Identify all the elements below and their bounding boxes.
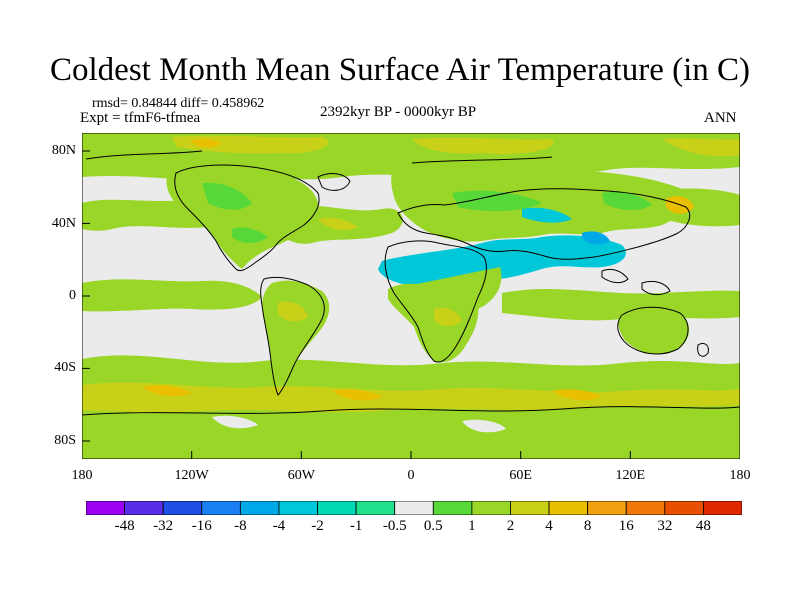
- axis-ticks: [82, 150, 740, 459]
- north-america-small-patch: [202, 182, 252, 210]
- colorbar-label: -48: [114, 518, 135, 534]
- experiment-label: Expt = tfmF6-tfmea: [80, 110, 201, 126]
- lon-label: 60W: [287, 468, 315, 483]
- colorbar-label: 0.5: [423, 518, 443, 534]
- colorbar-label: -1: [349, 518, 363, 534]
- colorbar-swatch: [162, 501, 203, 515]
- colorbar-swatch: [664, 501, 704, 515]
- lon-label: 120W: [174, 468, 209, 483]
- lat-label: 40S: [54, 360, 76, 376]
- colorbar-label: -2: [311, 518, 324, 534]
- colorbar-swatch: [471, 501, 511, 515]
- lat-label: 0: [69, 288, 76, 303]
- colorbar-label: 4: [545, 518, 553, 534]
- lon-label: 120E: [615, 468, 646, 483]
- coastlines: [82, 150, 740, 416]
- colorbar-label: -16: [191, 518, 212, 534]
- rmsd-stats: rmsd= 0.84844 diff= 0.458962: [92, 96, 265, 111]
- colorbar-label: -32: [153, 518, 174, 534]
- colorbar-swatch: [278, 501, 318, 515]
- tropical-pacific-anomaly: [82, 279, 262, 312]
- period-label: 2392kyr BP - 0000kyr BP: [320, 104, 477, 120]
- africa-anomaly: [388, 283, 479, 363]
- arctic-warm-patch: [412, 137, 554, 155]
- southern-ocean-hot-patch: [552, 389, 602, 401]
- lon-label: 180: [729, 468, 751, 483]
- colorbar-swatch: [548, 501, 589, 515]
- tropical-indo-pacific-anomaly: [502, 288, 740, 321]
- colorbar-swatch: [317, 501, 357, 515]
- colorbar-label: 2: [506, 518, 515, 534]
- colorbar-label: -8: [234, 518, 247, 534]
- eurasia-anomaly: [391, 170, 686, 242]
- southern-zero-pocket: [212, 415, 258, 429]
- colorbar-swatch: [394, 501, 434, 515]
- lon-label: 180: [71, 468, 93, 483]
- lat-label: 80N: [51, 143, 76, 159]
- north-atlantic-warm-patch: [318, 217, 358, 231]
- north-america-small-patch: [232, 227, 268, 243]
- negative-anomaly-belt: [378, 235, 626, 286]
- colorbar-label: 32: [657, 518, 673, 534]
- colorbar-label: 16: [618, 518, 634, 534]
- eurasia-small-patch: [602, 191, 652, 211]
- colorbar-swatch: [124, 501, 164, 515]
- arctic-hot-patch: [190, 138, 222, 148]
- north-america-anomaly: [166, 166, 319, 269]
- map-title: Coldest Month Mean Surface Air Temperatu…: [50, 52, 750, 88]
- colorbar-swatch: [355, 501, 396, 515]
- season-label: ANN: [704, 110, 737, 126]
- colorbar-swatch: [86, 501, 125, 515]
- central-asia-negative-patch: [522, 207, 572, 223]
- colorbar-label: 8: [583, 518, 592, 534]
- colorbar-swatch: [510, 501, 550, 515]
- colorbar-label: 1: [468, 518, 476, 534]
- africa-warm-patch: [434, 307, 462, 327]
- eurasia-small-patch: [452, 190, 542, 212]
- southern-ocean-warm-band: [82, 382, 740, 413]
- temperature-map: [82, 133, 740, 459]
- southern-ocean-hot-patch: [142, 385, 192, 397]
- colorbar: [86, 501, 742, 515]
- lon-label: 60E: [509, 468, 532, 483]
- colorbar-label: -4: [272, 518, 286, 534]
- arctic-warm-patch: [662, 138, 740, 157]
- southern-ocean-hot-patch: [332, 389, 382, 401]
- tibet-negative-patch: [582, 231, 610, 245]
- colorbar-swatch: [201, 501, 241, 515]
- colorbar-swatch: [432, 501, 473, 515]
- equatorial-band: [412, 267, 502, 309]
- lon-label: 0: [407, 468, 415, 483]
- colorbar-swatch: [587, 501, 627, 515]
- south-america-warm-patch: [278, 301, 308, 322]
- southern-zero-pocket: [462, 419, 506, 433]
- colorbar-label: 48: [695, 518, 711, 534]
- colorbar-label: -0.5: [382, 518, 407, 534]
- lat-label: 80S: [54, 432, 76, 448]
- australia-anomaly: [618, 307, 690, 355]
- colorbar-swatch: [625, 501, 666, 515]
- colorbar-swatch: [239, 501, 280, 515]
- lat-label: 40N: [51, 215, 76, 231]
- colorbar-swatch: [703, 501, 742, 515]
